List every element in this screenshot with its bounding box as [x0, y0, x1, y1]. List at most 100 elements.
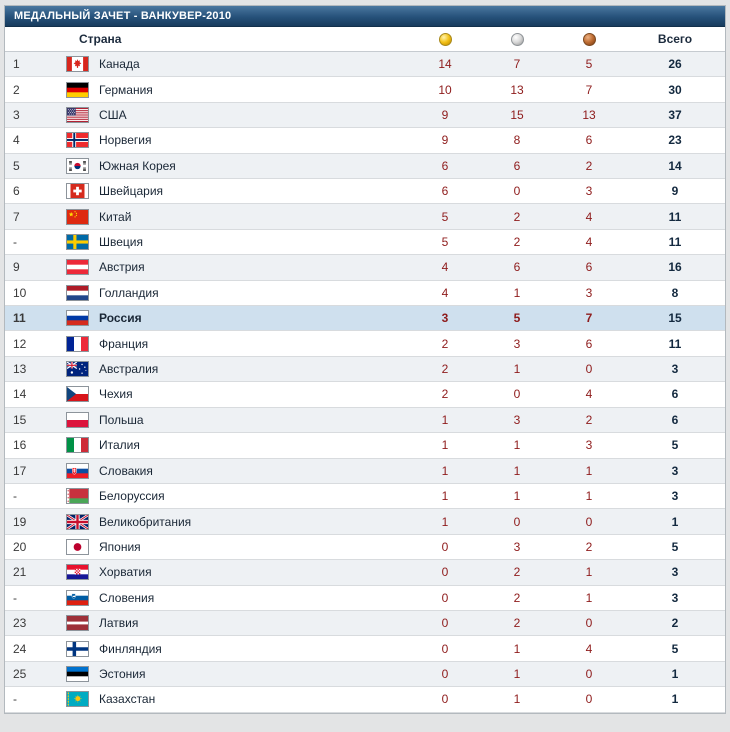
table-row: 1 Канада 14 7 5 26 — [5, 52, 725, 78]
table-row: 4 Норвегия 9 8 6 23 — [5, 128, 725, 154]
silver-medal-icon — [510, 33, 524, 47]
total-count: 3 — [671, 362, 679, 377]
flag-cell — [61, 183, 99, 200]
country-name: Россия — [99, 311, 142, 326]
table-row: - Швеция 5 2 4 11 — [5, 229, 725, 256]
flag-ca-icon — [66, 56, 89, 73]
silver-count: 8 — [513, 133, 521, 148]
total-count: 2 — [671, 616, 679, 631]
medal-table-widget: МЕДАЛЬНЫЙ ЗАЧЕТ - ВАНКУВЕР-2010 Страна В… — [4, 5, 726, 714]
flag-at-icon — [66, 259, 89, 276]
table-row: - Казахстан 0 1 0 1 — [5, 687, 725, 713]
silver-count: 3 — [513, 412, 521, 427]
table-row: 25 Эстония 0 1 0 1 — [5, 661, 725, 688]
country-name: Швейцария — [99, 184, 164, 199]
total-count: 11 — [668, 235, 682, 250]
country-name: Польша — [99, 412, 144, 427]
flag-cell — [61, 411, 99, 428]
flag-cell — [61, 564, 99, 581]
silver-count: 13 — [510, 82, 524, 97]
bronze-column-header — [553, 32, 625, 47]
silver-count: 2 — [513, 616, 521, 631]
table-row: - Белоруссия 1 1 1 3 — [5, 483, 725, 510]
flag-cell — [61, 615, 99, 632]
gold-count: 1 — [441, 438, 449, 453]
rank-cell: 10 — [13, 285, 27, 300]
table-row: 5 Южная Корея 6 6 2 14 — [5, 153, 725, 180]
flag-cell — [61, 56, 99, 73]
total-count: 11 — [668, 336, 682, 351]
country-name: Австрия — [99, 260, 145, 275]
gold-count: 5 — [441, 235, 449, 250]
bronze-count: 3 — [585, 285, 593, 300]
country-name: Австралия — [99, 362, 159, 377]
country-name: Италия — [99, 438, 140, 453]
flag-us-icon — [66, 107, 89, 124]
bronze-count: 5 — [585, 57, 593, 72]
country-name: Финляндия — [99, 641, 162, 656]
total-count: 37 — [668, 108, 682, 123]
country-name: Франция — [99, 336, 149, 351]
total-count: 3 — [671, 565, 679, 580]
bronze-count: 0 — [585, 666, 593, 681]
table-row: 19 Великобритания 1 0 0 1 — [5, 509, 725, 535]
rank-cell: 9 — [13, 260, 20, 275]
country-name: Китай — [99, 209, 132, 224]
rank-cell: 24 — [13, 641, 27, 656]
table-row: 20 Япония 0 3 2 5 — [5, 534, 725, 561]
country-name: Словакия — [99, 463, 153, 478]
silver-count: 2 — [513, 590, 521, 605]
bronze-count: 6 — [585, 260, 593, 275]
silver-count: 0 — [513, 514, 521, 529]
bronze-count: 4 — [585, 235, 593, 250]
flag-au-icon — [66, 361, 89, 378]
flag-by-icon — [66, 488, 89, 505]
silver-count: 3 — [513, 336, 521, 351]
country-column-header: Страна — [79, 32, 122, 46]
total-count: 3 — [671, 463, 679, 478]
bronze-count: 1 — [585, 463, 593, 478]
total-count: 9 — [671, 184, 679, 199]
gold-count: 0 — [441, 539, 449, 554]
flag-fi-icon — [66, 640, 89, 657]
rank-cell: 11 — [13, 311, 26, 326]
silver-count: 6 — [513, 260, 521, 275]
bronze-count: 4 — [585, 641, 593, 656]
rank-cell: 19 — [13, 514, 27, 529]
silver-count: 2 — [513, 235, 521, 250]
table-row: 14 Чехия 2 0 4 6 — [5, 382, 725, 408]
table-row: 2 Германия 10 13 7 30 — [5, 77, 725, 103]
flag-cell — [61, 234, 99, 251]
gold-count: 2 — [441, 336, 449, 351]
rank-cell: 6 — [13, 184, 20, 199]
total-count: 6 — [671, 412, 679, 427]
gold-count: 0 — [441, 666, 449, 681]
total-count: 3 — [671, 590, 679, 605]
flag-cell — [61, 361, 99, 378]
flag-kz-icon — [66, 691, 89, 708]
rank-cell: 25 — [13, 666, 27, 681]
gold-medal-icon — [438, 33, 452, 47]
country-name: Словения — [99, 590, 155, 605]
total-count: 5 — [671, 438, 679, 453]
bronze-count: 1 — [585, 590, 593, 605]
gold-count: 0 — [441, 692, 449, 707]
total-count: 8 — [671, 285, 679, 300]
bronze-count: 6 — [585, 133, 593, 148]
flag-lv-icon — [66, 615, 89, 632]
table-header-row: Страна Всего — [5, 27, 725, 52]
rank-cell: 17 — [13, 463, 27, 478]
table-row: 3 США 9 15 13 37 — [5, 102, 725, 129]
silver-count: 1 — [513, 362, 521, 377]
total-count: 3 — [671, 489, 679, 504]
silver-count: 1 — [513, 463, 521, 478]
bronze-count: 4 — [585, 387, 593, 402]
flag-cell — [61, 488, 99, 505]
flag-cell — [61, 284, 99, 301]
country-name: США — [99, 108, 127, 123]
silver-count: 1 — [513, 285, 521, 300]
flag-ru-icon — [66, 310, 89, 327]
bronze-count: 1 — [585, 489, 593, 504]
flag-it-icon — [66, 437, 89, 454]
gold-count: 14 — [438, 57, 452, 72]
